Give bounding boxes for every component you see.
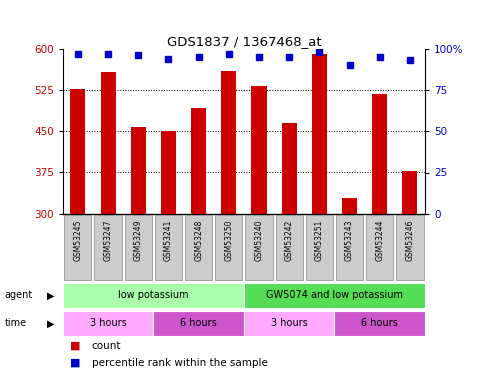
Bar [191, 108, 206, 214]
Bar [312, 54, 327, 214]
Text: GSM53240: GSM53240 [255, 219, 264, 261]
Text: GSM53243: GSM53243 [345, 219, 354, 261]
Text: ■: ■ [70, 358, 81, 368]
Text: GSM53246: GSM53246 [405, 219, 414, 261]
Text: GSM53247: GSM53247 [103, 219, 113, 261]
Text: count: count [92, 341, 121, 351]
Text: 3 hours: 3 hours [90, 318, 127, 328]
FancyBboxPatch shape [306, 215, 333, 280]
Bar [402, 171, 417, 214]
Bar [282, 123, 297, 214]
FancyBboxPatch shape [336, 215, 363, 280]
FancyBboxPatch shape [276, 215, 303, 280]
Bar [131, 128, 146, 214]
Text: GW5074 and low potassium: GW5074 and low potassium [266, 290, 403, 300]
Text: ■: ■ [70, 341, 81, 351]
Text: GSM53251: GSM53251 [315, 219, 324, 261]
Text: time: time [5, 318, 27, 328]
FancyBboxPatch shape [245, 215, 272, 280]
Text: GSM53248: GSM53248 [194, 219, 203, 261]
FancyBboxPatch shape [215, 215, 242, 280]
Bar [252, 86, 267, 214]
Text: GSM53249: GSM53249 [134, 219, 143, 261]
Text: ▶: ▶ [47, 318, 55, 328]
FancyBboxPatch shape [366, 215, 393, 280]
FancyBboxPatch shape [244, 311, 334, 336]
FancyBboxPatch shape [244, 283, 425, 308]
Bar [221, 71, 236, 214]
FancyBboxPatch shape [154, 311, 244, 336]
Text: GSM53242: GSM53242 [284, 219, 294, 261]
FancyBboxPatch shape [95, 215, 122, 280]
FancyBboxPatch shape [397, 215, 424, 280]
FancyBboxPatch shape [63, 311, 154, 336]
Text: 6 hours: 6 hours [180, 318, 217, 328]
Bar [100, 72, 115, 214]
Bar [161, 131, 176, 214]
FancyBboxPatch shape [125, 215, 152, 280]
Text: 3 hours: 3 hours [271, 318, 308, 328]
Title: GDS1837 / 1367468_at: GDS1837 / 1367468_at [167, 34, 321, 48]
FancyBboxPatch shape [63, 283, 244, 308]
FancyBboxPatch shape [185, 215, 212, 280]
Text: percentile rank within the sample: percentile rank within the sample [92, 358, 268, 368]
Text: low potassium: low potassium [118, 290, 188, 300]
Text: 6 hours: 6 hours [361, 318, 398, 328]
Text: GSM53250: GSM53250 [224, 219, 233, 261]
FancyBboxPatch shape [155, 215, 182, 280]
Text: agent: agent [5, 290, 33, 300]
Text: GSM53244: GSM53244 [375, 219, 384, 261]
FancyBboxPatch shape [334, 311, 425, 336]
Bar [71, 89, 85, 214]
Text: GSM53241: GSM53241 [164, 219, 173, 261]
Text: ▶: ▶ [47, 290, 55, 300]
Bar [342, 198, 357, 214]
FancyBboxPatch shape [64, 215, 91, 280]
Bar [372, 94, 387, 214]
Text: GSM53245: GSM53245 [73, 219, 83, 261]
